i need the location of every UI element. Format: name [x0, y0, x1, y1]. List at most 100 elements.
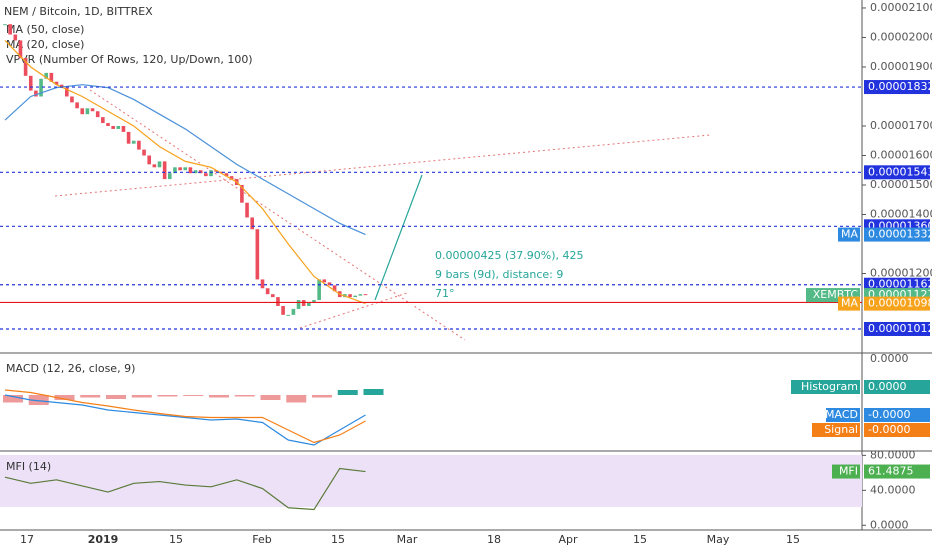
tag-name-box [838, 296, 860, 311]
price-tag-label: 0.00001012 [868, 322, 932, 335]
candle [173, 167, 177, 174]
price-tag [864, 165, 930, 180]
price-tag-label: 0.00001332 [868, 228, 932, 241]
candle [188, 167, 193, 174]
y-tick-label: 0.00001700 [870, 119, 932, 132]
price-tag [864, 227, 930, 242]
tag-name: Signal [824, 423, 858, 436]
candle [204, 173, 208, 177]
macd-line [4, 389, 366, 444]
candle [209, 170, 213, 177]
legend: MA (20, close) [6, 38, 84, 51]
candle [106, 123, 110, 126]
measure-text: 9 bars (9d), distance: 9 [435, 268, 563, 281]
price-tag-label: 61.4875 [868, 465, 914, 478]
candle [332, 285, 337, 292]
candle [23, 58, 28, 76]
candle [18, 40, 23, 59]
price-tag [864, 80, 930, 95]
candle [193, 170, 198, 174]
x-tick-label: Feb [252, 533, 271, 546]
candle [260, 279, 265, 289]
tag-name: MACD [825, 408, 858, 421]
price-tag-label: 0.00001162 [868, 278, 932, 291]
candle [219, 171, 224, 174]
candle [39, 78, 43, 97]
projection-line [374, 174, 423, 301]
x-tick-label: 18 [487, 533, 501, 546]
measure-text: 0.00000425 (37.90%), 425 [435, 249, 584, 262]
candle [312, 300, 316, 304]
x-tick-label: 15 [786, 533, 800, 546]
macd-histogram-bar [337, 390, 358, 395]
tag-name-box [812, 423, 860, 437]
legend: MACD (12, 26, close, 9) [6, 362, 135, 375]
candle [95, 111, 100, 118]
candle [157, 161, 162, 168]
price-tag [864, 380, 930, 394]
mfi-line [4, 467, 366, 511]
candle [214, 170, 218, 172]
y-tick-label: 0.00001200 [870, 267, 932, 280]
candle [296, 300, 301, 309]
y-tick-label: 0.00002000 [870, 30, 932, 43]
candle [44, 72, 48, 79]
macd-histogram-bar [106, 395, 126, 399]
candle [3, 24, 7, 26]
candle [224, 173, 229, 177]
candle [75, 102, 79, 109]
macd-histogram-bar [28, 395, 49, 405]
candle [137, 140, 141, 150]
x-tick-label: Apr [558, 533, 578, 546]
candle [183, 167, 188, 171]
candle [116, 125, 121, 129]
price-tag-label: 0.00001098 [868, 297, 932, 310]
x-tick-label: 15 [331, 533, 345, 546]
macd-line [4, 394, 366, 446]
candle [353, 295, 357, 298]
candle [85, 108, 90, 115]
x-tick-label: May [707, 533, 730, 546]
y-tick-label: 0.00001900 [870, 60, 932, 73]
candle [178, 167, 182, 171]
measure-text: 71° [435, 287, 455, 300]
tag-name-box [791, 380, 860, 394]
macd-histogram-bar [312, 395, 332, 398]
mfi-band [0, 455, 862, 507]
y-tick-label: 0.00001600 [870, 148, 932, 161]
tag-name-box [832, 464, 860, 479]
candle [34, 90, 38, 97]
y-tick-label: 0.00002100 [870, 1, 932, 14]
tag-name-box [838, 227, 860, 242]
candle [90, 108, 95, 112]
macd-histogram-bar [260, 395, 281, 400]
candle [250, 217, 254, 230]
legend: MA (50, close) [6, 23, 84, 36]
candle [101, 117, 105, 124]
x-tick-label: 2019 [88, 533, 119, 546]
candle [291, 308, 296, 315]
macd-histogram-bar [131, 395, 152, 398]
tag-name: MFI [839, 465, 858, 478]
candle [229, 176, 234, 180]
candle [358, 294, 363, 296]
candle [307, 303, 311, 306]
ma-line [4, 40, 366, 305]
candle [121, 125, 126, 132]
candle [70, 96, 74, 103]
candle [65, 87, 69, 97]
macd-histogram-bar [209, 395, 229, 398]
tag-name: MA [841, 297, 858, 310]
candle [131, 140, 136, 144]
y-tick-label: 40.0000 [870, 483, 916, 496]
legend: VPVR (Number Of Rows, 120, Up/Down, 100) [6, 53, 253, 66]
candle [111, 125, 115, 129]
candle [59, 84, 64, 88]
price-tag [864, 464, 930, 479]
macd-histogram-bar [3, 395, 23, 403]
price-tag-label: 0.0000 [868, 380, 907, 393]
macd-histogram-bar [157, 395, 178, 397]
candle [168, 173, 172, 180]
x-tick-label: Mar [397, 533, 418, 546]
trend-line [299, 291, 411, 329]
